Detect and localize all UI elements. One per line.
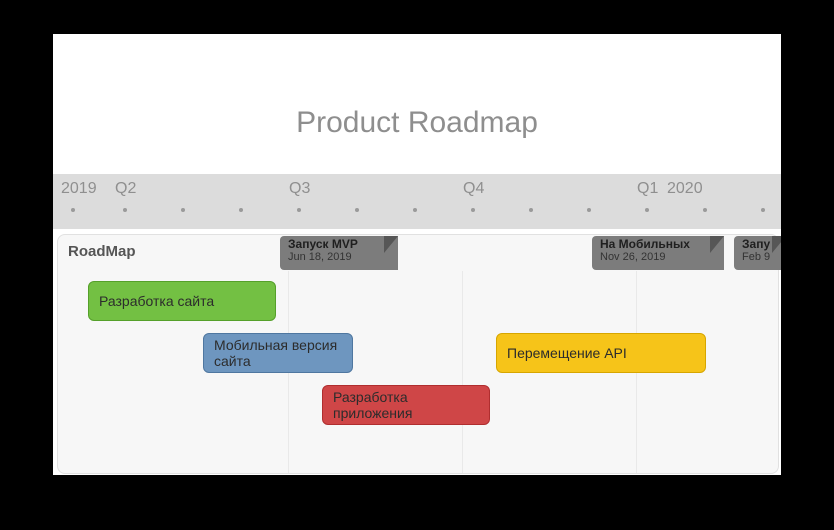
timeline-tick bbox=[123, 208, 127, 212]
lane-title: RoadMap bbox=[68, 243, 136, 260]
milestone-date: Jun 18, 2019 bbox=[288, 251, 390, 263]
task-label: Мобильная версия сайта bbox=[214, 337, 342, 369]
timeline-tick bbox=[355, 208, 359, 212]
roadmap-task[interactable]: Перемещение API bbox=[496, 333, 706, 373]
milestone-title: Запуск MVP bbox=[288, 238, 390, 251]
timeline-tick bbox=[71, 208, 75, 212]
timeline-tick bbox=[587, 208, 591, 212]
milestone-title: На Мобильных bbox=[600, 238, 716, 251]
milestone[interactable]: Запуск MVPJun 18, 2019 bbox=[280, 236, 398, 270]
milestone[interactable]: На МобильныхNov 26, 2019 bbox=[592, 236, 724, 270]
timeline-tick bbox=[471, 208, 475, 212]
timeline-tick bbox=[181, 208, 185, 212]
milestone[interactable]: ЗапуFeb 9 bbox=[734, 236, 781, 270]
page-title: Product Roadmap bbox=[53, 106, 781, 140]
task-label: Разработка приложения bbox=[333, 389, 479, 421]
timeline-label: 2019 bbox=[61, 180, 97, 198]
roadmap-task[interactable]: Разработка приложения bbox=[322, 385, 490, 425]
timeline-tick bbox=[529, 208, 533, 212]
timeline-label: Q2 bbox=[115, 180, 136, 198]
roadmap-task[interactable]: Мобильная версия сайта bbox=[203, 333, 353, 373]
task-label: Разработка сайта bbox=[99, 293, 214, 309]
timeline-label: Q3 bbox=[289, 180, 310, 198]
timeline-header: 2019 Q2 Q3 Q4 Q1 2020 bbox=[53, 174, 781, 229]
timeline-tick bbox=[761, 208, 765, 212]
milestone-notch bbox=[384, 236, 398, 253]
timeline-tick bbox=[297, 208, 301, 212]
milestone-date: Feb 9 bbox=[742, 251, 778, 263]
timeline-label: 2020 bbox=[667, 180, 703, 198]
task-label: Перемещение API bbox=[507, 345, 627, 361]
quarter-grid-line bbox=[462, 271, 463, 473]
milestone-notch bbox=[710, 236, 724, 253]
milestone-date: Nov 26, 2019 bbox=[600, 251, 716, 263]
timeline-label: Q4 bbox=[463, 180, 484, 198]
roadmap-task[interactable]: Разработка сайта bbox=[88, 281, 276, 321]
roadmap-lane: RoadMap Запуск MVPJun 18, 2019 На Мобильн… bbox=[57, 234, 779, 474]
timeline-tick bbox=[645, 208, 649, 212]
milestone-notch bbox=[772, 236, 781, 253]
timeline-tick bbox=[413, 208, 417, 212]
timeline-tick bbox=[239, 208, 243, 212]
timeline-label: Q1 bbox=[637, 180, 658, 198]
timeline-tick bbox=[703, 208, 707, 212]
roadmap-canvas: Product Roadmap 2019 Q2 Q3 Q4 Q1 2020 RoadMap… bbox=[53, 34, 781, 475]
